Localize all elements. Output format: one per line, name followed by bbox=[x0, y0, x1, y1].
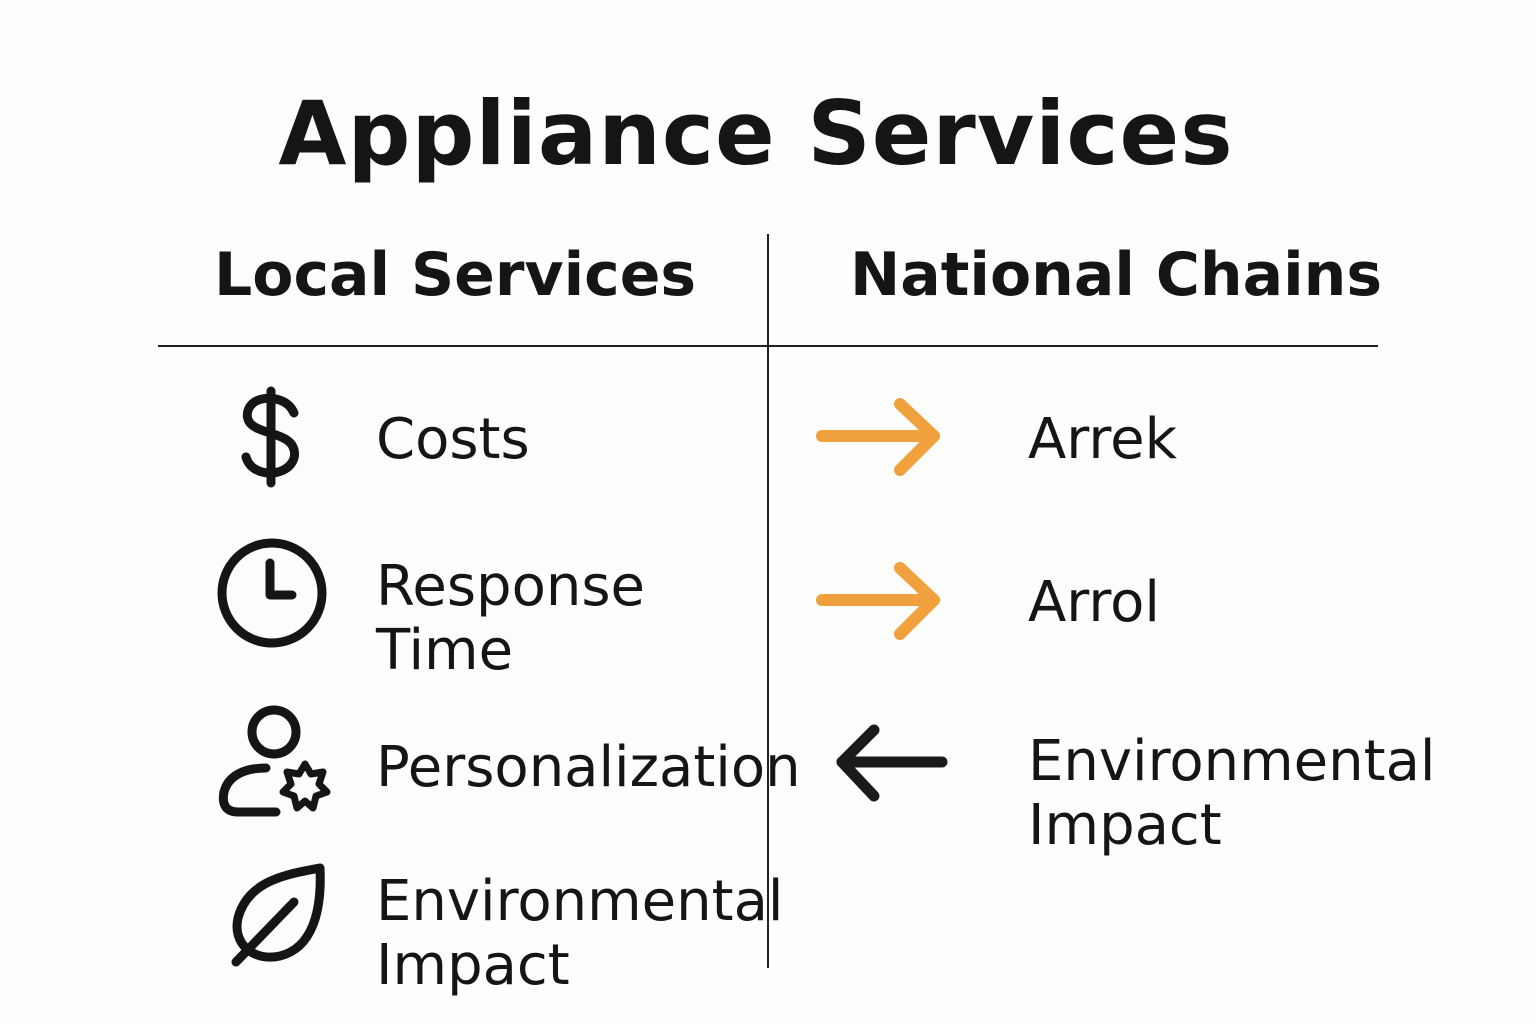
label-response-time: Response Time bbox=[376, 554, 645, 683]
arrow-left-icon bbox=[836, 724, 948, 802]
leaf-icon bbox=[231, 863, 325, 967]
clock-icon bbox=[217, 538, 327, 648]
label-national-2: Arrol bbox=[1028, 570, 1160, 635]
label-environmental-impact-local: Environmental Impact bbox=[376, 869, 784, 998]
label-national-1: Arrek bbox=[1028, 407, 1178, 472]
column-heading-national: National Chains bbox=[850, 240, 1383, 310]
vertical-divider bbox=[767, 234, 769, 968]
label-costs: Costs bbox=[376, 407, 530, 472]
arrow-right-icon bbox=[816, 398, 940, 476]
arrow-right-icon bbox=[816, 562, 940, 640]
label-personalization: Personalization bbox=[376, 735, 801, 800]
dollar-icon bbox=[241, 386, 299, 488]
column-heading-local: Local Services bbox=[214, 240, 697, 310]
user-gear-icon bbox=[218, 705, 331, 817]
page-title: Appliance Services bbox=[278, 82, 1234, 185]
label-environmental-impact-national: Environmental Impact bbox=[1028, 729, 1436, 858]
